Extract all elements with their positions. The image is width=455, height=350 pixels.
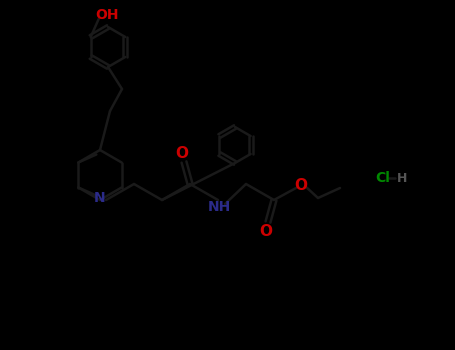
Text: O: O (294, 177, 308, 192)
Text: NH: NH (207, 200, 231, 214)
Text: OH: OH (95, 8, 118, 22)
Text: O: O (259, 224, 273, 238)
Text: O: O (176, 147, 188, 161)
Text: N: N (94, 191, 106, 205)
Text: H: H (397, 173, 407, 186)
Text: Cl: Cl (375, 171, 390, 185)
